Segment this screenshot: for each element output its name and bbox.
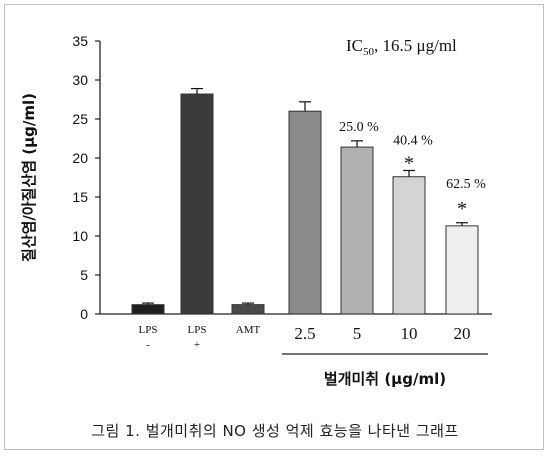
bar	[340, 146, 374, 315]
y-tick-label: 10	[72, 228, 88, 244]
y-tick-label: 5	[80, 267, 88, 283]
bar	[231, 304, 265, 315]
figure-caption: 그림 1. 벌개미취의 NO 생성 억제 효능을 나타낸 그래프	[91, 422, 459, 440]
x-tick-sublabel: +	[194, 339, 200, 351]
x-tick-label: 5	[353, 324, 362, 343]
bar-chart: 0 5 10 15 20 25 30 35 질산염/아질산염 (μg/ml) LPS - LPS + AM…	[20, 33, 492, 388]
x-tick-label: 2.5	[294, 324, 315, 343]
ic50-annotation: IC50, 16.5 μg/ml	[346, 36, 457, 58]
x-tick-label: AMT	[236, 324, 261, 336]
bar	[288, 110, 322, 315]
x-axis-title: 벌개미취 (μg/ml)	[324, 370, 446, 388]
bar	[392, 176, 426, 315]
x-tick-label: 10	[401, 324, 418, 343]
significance-star: *	[457, 198, 467, 220]
inhibition-percent-label: 25.0 %	[339, 120, 379, 135]
bar	[131, 304, 165, 315]
bar	[445, 225, 479, 315]
significance-star: *	[404, 153, 414, 175]
y-tick-label: 15	[72, 189, 88, 205]
inhibition-percent-label: 62.5 %	[446, 177, 486, 192]
y-tick-label: 0	[80, 306, 88, 322]
y-tick-label: 20	[72, 150, 88, 166]
y-tick-label: 30	[72, 72, 88, 88]
x-tick-label: LPS	[139, 324, 158, 336]
x-tick-label: LPS	[188, 324, 207, 336]
x-tick-sublabel: -	[146, 339, 150, 351]
inhibition-percent-label: 40.4 %	[393, 134, 433, 149]
y-axis-title: 질산염/아질산염 (μg/ml)	[20, 93, 38, 262]
y-tick-label: 25	[72, 111, 88, 127]
x-tick-label: 20	[454, 324, 471, 343]
bar	[180, 93, 214, 315]
y-tick-label: 35	[72, 33, 88, 49]
